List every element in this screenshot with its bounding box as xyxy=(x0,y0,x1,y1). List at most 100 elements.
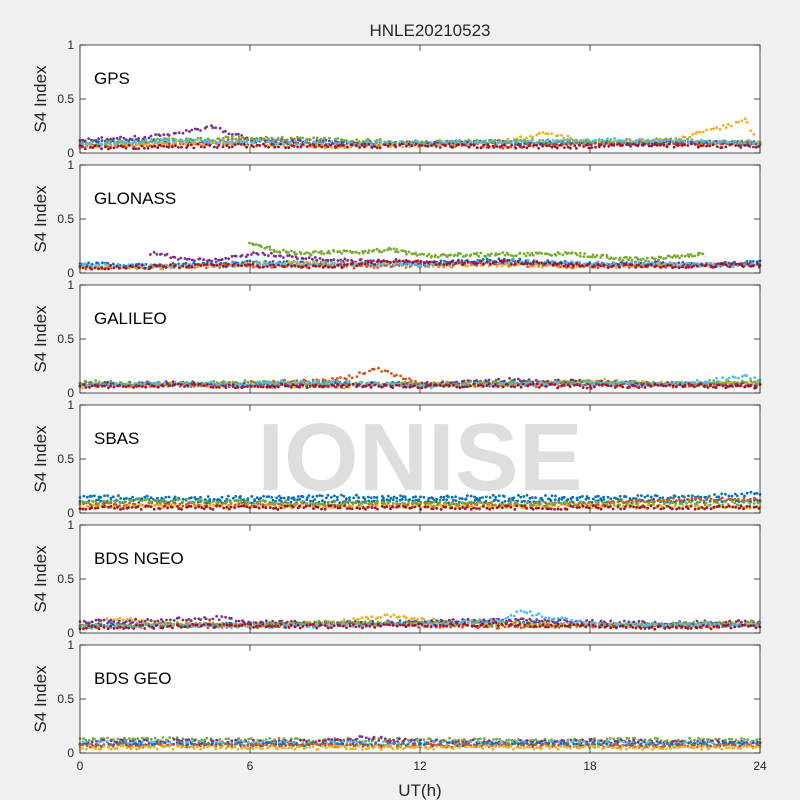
data-point xyxy=(259,245,263,249)
data-point xyxy=(103,494,106,498)
data-point xyxy=(266,265,269,268)
data-point xyxy=(550,145,554,149)
data-point xyxy=(693,142,697,146)
data-point xyxy=(581,139,584,143)
data-point xyxy=(618,265,621,269)
data-point xyxy=(158,264,162,268)
data-point xyxy=(602,263,606,267)
data-point xyxy=(639,141,643,144)
data-point xyxy=(311,257,314,261)
data-point xyxy=(245,385,249,388)
y-tick-label: 1 xyxy=(67,278,74,292)
data-point xyxy=(198,257,202,260)
data-point xyxy=(81,386,84,390)
data-point xyxy=(143,146,146,150)
data-point xyxy=(378,140,382,143)
data-point xyxy=(570,251,574,254)
data-point xyxy=(502,143,506,147)
data-point xyxy=(596,263,600,267)
data-point xyxy=(460,260,464,264)
data-point xyxy=(414,381,418,385)
data-point xyxy=(149,134,153,138)
data-point xyxy=(189,137,193,141)
data-point xyxy=(708,144,712,148)
data-point xyxy=(323,264,327,268)
data-point xyxy=(307,137,311,141)
data-point xyxy=(602,139,606,143)
data-point xyxy=(135,143,139,146)
data-point xyxy=(162,133,166,137)
data-point xyxy=(376,260,380,263)
data-point xyxy=(599,264,602,268)
data-point xyxy=(383,369,387,373)
data-point xyxy=(279,254,282,258)
data-point xyxy=(199,145,203,149)
data-point xyxy=(199,129,202,132)
data-point xyxy=(572,264,575,268)
data-point xyxy=(637,261,641,264)
data-point xyxy=(649,384,652,388)
data-point xyxy=(366,137,370,141)
data-point xyxy=(397,384,401,387)
data-point xyxy=(193,259,196,262)
data-point xyxy=(512,254,515,258)
data-point xyxy=(477,254,481,258)
data-point xyxy=(277,145,280,149)
data-point xyxy=(375,146,379,150)
data-point xyxy=(224,135,228,139)
data-point xyxy=(662,257,665,260)
data-point xyxy=(145,494,149,498)
data-point xyxy=(724,263,728,266)
data-point xyxy=(588,381,591,384)
data-point xyxy=(103,384,107,388)
data-point xyxy=(494,260,498,264)
data-point xyxy=(568,137,572,141)
data-point xyxy=(382,259,385,262)
data-point xyxy=(156,385,160,389)
data-point xyxy=(275,250,279,254)
data-point xyxy=(659,255,663,259)
data-point xyxy=(301,143,305,146)
data-point xyxy=(445,263,449,266)
data-point xyxy=(743,141,747,145)
data-point xyxy=(349,145,353,149)
data-point xyxy=(475,261,478,265)
data-point xyxy=(290,249,293,253)
data-point xyxy=(346,140,350,144)
data-point xyxy=(740,379,744,383)
data-point xyxy=(270,381,274,385)
data-point xyxy=(493,139,497,142)
data-point xyxy=(147,141,150,144)
data-point xyxy=(173,256,177,259)
data-point xyxy=(380,385,383,389)
data-point xyxy=(119,135,122,139)
data-point xyxy=(655,264,658,268)
data-point xyxy=(537,261,541,265)
data-point xyxy=(121,385,125,388)
data-point xyxy=(350,143,354,147)
data-point xyxy=(688,135,691,139)
data-point xyxy=(563,146,566,150)
data-point xyxy=(314,145,317,149)
data-point xyxy=(534,378,538,382)
data-point xyxy=(262,137,266,141)
data-point xyxy=(280,135,284,139)
data-point xyxy=(587,262,590,266)
data-point xyxy=(302,261,306,265)
data-point xyxy=(597,383,601,387)
data-point xyxy=(398,259,401,262)
data-point xyxy=(687,382,691,386)
data-point xyxy=(214,126,218,130)
data-point xyxy=(666,263,670,267)
data-point xyxy=(659,139,663,143)
data-point xyxy=(230,254,234,258)
data-point xyxy=(739,384,742,388)
data-point xyxy=(112,137,115,141)
data-point xyxy=(313,256,317,259)
data-point xyxy=(161,139,165,143)
data-point xyxy=(712,379,715,382)
data-point xyxy=(380,370,384,373)
data-point xyxy=(253,380,257,384)
data-point xyxy=(683,135,687,139)
